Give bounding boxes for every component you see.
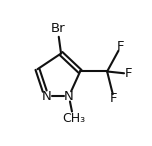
Text: F: F [117, 40, 124, 53]
Text: N: N [64, 90, 74, 103]
Text: F: F [110, 92, 118, 105]
Text: F: F [125, 67, 132, 80]
Text: CH₃: CH₃ [62, 112, 85, 125]
Text: N: N [41, 90, 51, 103]
Text: Br: Br [50, 22, 65, 35]
